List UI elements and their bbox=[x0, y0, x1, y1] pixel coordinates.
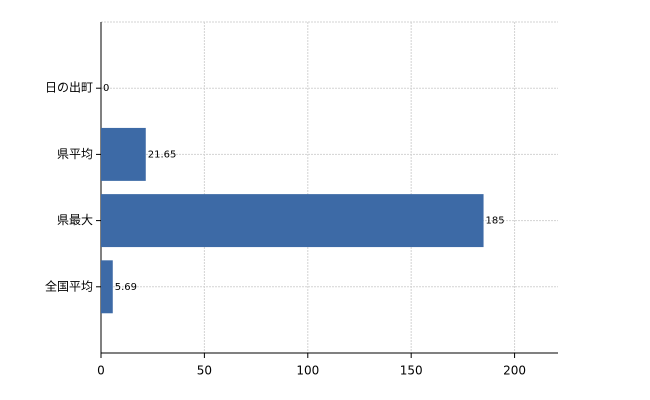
value-label: 5.69 bbox=[115, 282, 137, 293]
y-tick-label: 県平均 bbox=[57, 147, 93, 161]
value-label: 21.65 bbox=[148, 149, 177, 160]
y-tick-label: 県最大 bbox=[57, 213, 93, 227]
bar bbox=[101, 260, 113, 314]
bar bbox=[101, 194, 484, 248]
x-tick-label: 200 bbox=[503, 364, 526, 378]
x-tick-label: 50 bbox=[197, 364, 212, 378]
x-tick-label: 150 bbox=[400, 364, 423, 378]
y-tick-label: 全国平均 bbox=[45, 278, 93, 293]
y-tick-label: 日の出町 bbox=[45, 81, 93, 95]
bar bbox=[101, 127, 146, 181]
value-label: 185 bbox=[486, 216, 505, 227]
x-tick-label: 100 bbox=[296, 364, 319, 378]
x-tick-label: 0 bbox=[97, 364, 105, 378]
value-label: 0 bbox=[103, 83, 109, 94]
